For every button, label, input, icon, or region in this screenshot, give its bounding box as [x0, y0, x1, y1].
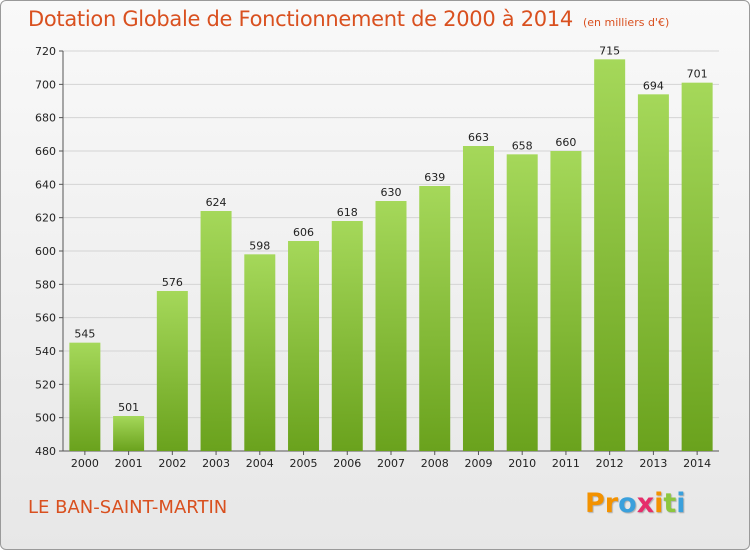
- y-tick-label: 720: [35, 45, 56, 58]
- bar-value-label-2009: 663: [468, 131, 489, 144]
- bar-2009: [462, 146, 494, 451]
- bar-2006: [331, 221, 363, 451]
- bar-2014: [681, 82, 713, 452]
- x-tick-label-2005: 2005: [290, 457, 318, 470]
- bar-2001: [113, 416, 145, 451]
- bar-value-label-2011: 660: [555, 136, 576, 149]
- logo-letter: i: [654, 488, 664, 519]
- bar-value-label-2006: 618: [337, 206, 358, 219]
- bar-2000: [69, 342, 101, 451]
- logo-letter: r: [604, 488, 619, 519]
- x-tick-label-2004: 2004: [246, 457, 274, 470]
- chart-title-text: Dotation Globale de Fonctionnement de 20…: [28, 7, 573, 31]
- bar-value-label-2007: 630: [381, 186, 402, 199]
- bar-value-label-2002: 576: [162, 276, 183, 289]
- y-tick-label: 540: [35, 345, 56, 358]
- y-tick-label: 600: [35, 245, 56, 258]
- y-tick-label: 680: [35, 112, 56, 125]
- x-tick-label-2008: 2008: [421, 457, 449, 470]
- x-tick-label-2014: 2014: [683, 457, 711, 470]
- x-tick-label-2013: 2013: [639, 457, 667, 470]
- logo-letter: i: [676, 488, 686, 519]
- bar-value-label-2005: 606: [293, 226, 314, 239]
- chart-title: Dotation Globale de Fonctionnement de 20…: [28, 7, 669, 31]
- x-tick-label-2003: 2003: [202, 457, 230, 470]
- y-tick-label: 700: [35, 78, 56, 91]
- logo-letter: x: [636, 488, 655, 519]
- bar-value-label-2014: 701: [687, 68, 708, 81]
- x-tick-label-2007: 2007: [377, 457, 405, 470]
- x-tick-label-2012: 2012: [596, 457, 624, 470]
- y-tick-label: 480: [35, 445, 56, 458]
- x-tick-label-2011: 2011: [552, 457, 580, 470]
- proxiti-logo[interactable]: Proxiti: [585, 488, 686, 519]
- y-tick-label: 660: [35, 145, 56, 158]
- bar-2005: [288, 241, 320, 451]
- bar-2004: [244, 254, 276, 451]
- y-tick-label: 580: [35, 278, 56, 291]
- logo-letter: P: [585, 488, 605, 519]
- x-tick-label-2000: 2000: [71, 457, 99, 470]
- y-tick-label: 560: [35, 312, 56, 325]
- x-tick-label-2006: 2006: [333, 457, 361, 470]
- bar-value-label-2013: 694: [643, 79, 664, 92]
- x-tick-label-2009: 2009: [464, 457, 492, 470]
- bar-value-label-2010: 658: [512, 139, 533, 152]
- x-tick-label-2002: 2002: [158, 457, 186, 470]
- bar-value-label-2003: 624: [206, 196, 227, 209]
- bar-2002: [156, 291, 188, 451]
- bar-value-label-2008: 639: [424, 171, 445, 184]
- x-tick-label-2001: 2001: [115, 457, 143, 470]
- y-tick-label: 500: [35, 412, 56, 425]
- bar-value-label-2001: 501: [118, 401, 139, 414]
- bar-layer: [69, 59, 713, 452]
- bar-2007: [375, 201, 407, 451]
- bar-2012: [594, 59, 626, 451]
- y-tick-label: 640: [35, 178, 56, 191]
- x-tick-label-2010: 2010: [508, 457, 536, 470]
- bar-2013: [637, 94, 669, 451]
- logo-letter: o: [618, 488, 637, 519]
- unit-note: (en milliers d'€): [582, 16, 670, 29]
- bar-value-label-2000: 545: [74, 328, 95, 341]
- y-tick-label: 620: [35, 212, 56, 225]
- y-tick-label: 520: [35, 378, 56, 391]
- bar-2003: [200, 211, 232, 451]
- bar-value-label-2012: 715: [599, 44, 620, 57]
- logo-letter: t: [663, 488, 677, 519]
- bar-value-label-2004: 598: [249, 239, 270, 252]
- bar-2010: [506, 154, 538, 452]
- commune-name: LE BAN-SAINT-MARTIN: [28, 497, 228, 518]
- bar-2011: [550, 151, 582, 451]
- label-layer: 2000 545 2001 501 2002 576 2003 624 2004 598 2005 6…: [71, 44, 711, 470]
- bar-2008: [419, 186, 451, 451]
